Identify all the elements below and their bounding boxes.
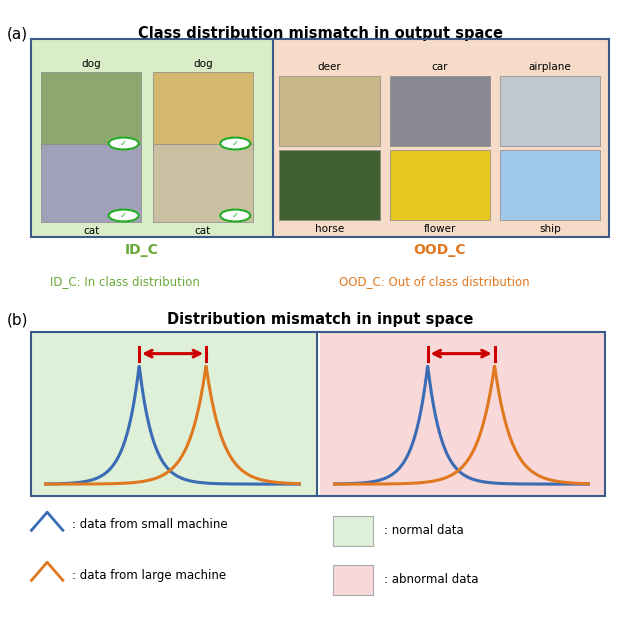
Bar bbox=[333, 516, 373, 546]
Text: ✓: ✓ bbox=[120, 211, 127, 220]
Text: ID_C: ID_C bbox=[124, 243, 158, 257]
Bar bbox=[152, 144, 253, 223]
Text: ship: ship bbox=[540, 224, 561, 234]
Text: : normal data: : normal data bbox=[384, 524, 464, 537]
Text: flower: flower bbox=[424, 224, 456, 234]
Bar bbox=[31, 332, 605, 496]
Bar bbox=[333, 565, 373, 595]
Bar bbox=[31, 39, 609, 237]
Bar bbox=[31, 332, 317, 496]
Text: ✓: ✓ bbox=[232, 139, 239, 148]
Circle shape bbox=[109, 138, 139, 150]
Bar bbox=[41, 144, 141, 223]
Text: ✓: ✓ bbox=[232, 211, 239, 220]
Bar bbox=[500, 76, 600, 145]
Bar bbox=[390, 76, 490, 145]
Bar bbox=[152, 72, 253, 150]
Bar bbox=[390, 150, 490, 220]
Circle shape bbox=[220, 209, 250, 221]
Bar bbox=[41, 72, 141, 150]
Bar bbox=[273, 39, 609, 237]
Text: (b): (b) bbox=[6, 313, 28, 328]
Bar bbox=[31, 39, 273, 237]
Text: : data from large machine: : data from large machine bbox=[72, 569, 227, 581]
Text: OOD_C: Out of class distribution: OOD_C: Out of class distribution bbox=[339, 275, 529, 288]
Bar bbox=[320, 332, 605, 496]
Text: ID_C: In class distribution: ID_C: In class distribution bbox=[51, 275, 200, 288]
Circle shape bbox=[220, 138, 250, 150]
Text: Class distribution mismatch in output space: Class distribution mismatch in output sp… bbox=[138, 26, 502, 42]
Bar bbox=[279, 76, 380, 145]
Text: (a): (a) bbox=[6, 26, 28, 42]
Text: airplane: airplane bbox=[529, 62, 572, 72]
Text: OOD_C: OOD_C bbox=[413, 243, 465, 257]
Text: cat: cat bbox=[195, 226, 211, 237]
Bar bbox=[279, 150, 380, 220]
Text: : data from small machine: : data from small machine bbox=[72, 518, 228, 532]
Text: deer: deer bbox=[317, 62, 341, 72]
Text: car: car bbox=[431, 62, 448, 72]
Text: ✓: ✓ bbox=[120, 139, 127, 148]
Text: : abnormal data: : abnormal data bbox=[384, 573, 479, 586]
Text: dog: dog bbox=[193, 58, 212, 69]
Bar bbox=[500, 150, 600, 220]
Text: horse: horse bbox=[315, 224, 344, 234]
Text: dog: dog bbox=[81, 58, 101, 69]
Circle shape bbox=[109, 209, 139, 221]
Text: Distribution mismatch in input space: Distribution mismatch in input space bbox=[167, 313, 473, 328]
Text: cat: cat bbox=[83, 226, 99, 237]
